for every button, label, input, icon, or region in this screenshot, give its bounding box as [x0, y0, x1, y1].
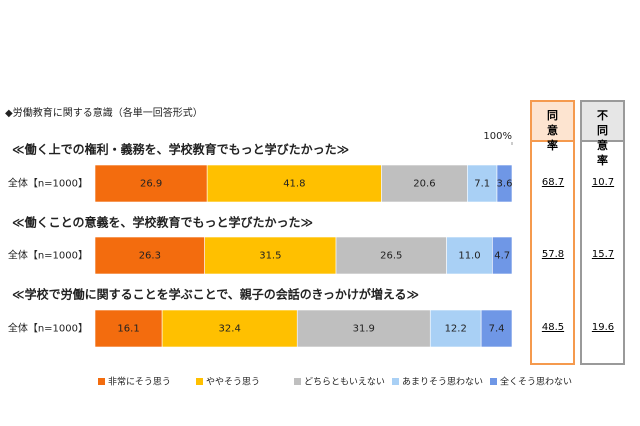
- value-label: 4.7: [494, 251, 510, 262]
- summary-value: 10.7: [591, 176, 615, 188]
- legend-swatch: [196, 378, 203, 385]
- value-label: 12.2: [445, 324, 467, 335]
- row-label: 全体【n=1000】: [8, 322, 88, 335]
- summary-header: 同意率: [530, 100, 575, 152]
- value-label: 31.9: [353, 324, 375, 335]
- value-label: 31.5: [259, 251, 281, 262]
- value-label: 3.6: [497, 179, 513, 190]
- summary-value: 48.5: [541, 321, 565, 333]
- summary-value: 57.8: [541, 248, 565, 260]
- row-label: 全体【n=1000】: [8, 177, 88, 190]
- legend-swatch: [490, 378, 497, 385]
- bar-segment: [467, 164, 498, 203]
- bar-segment: [496, 164, 513, 203]
- chart-title: ◆労働教育に関する意識（各単一回答形式）: [5, 106, 203, 119]
- summary-header: 不同意率: [580, 100, 625, 167]
- legend-swatch: [294, 378, 301, 385]
- bar-segment: [480, 309, 513, 348]
- bar-segment: [446, 236, 493, 275]
- value-label: 11.0: [458, 251, 480, 262]
- legend-label: 全くそう思わない: [500, 376, 572, 388]
- legend-swatch: [98, 378, 105, 385]
- bar-segment: [94, 309, 163, 348]
- x-tick-label: 100%: [483, 131, 512, 142]
- bar-segment: [204, 236, 337, 275]
- row-label: 全体【n=1000】: [8, 249, 88, 262]
- bar-segment: [381, 164, 468, 203]
- legend-label: あまりそう思わない: [402, 377, 483, 388]
- bar-segment: [94, 164, 208, 203]
- value-label: 26.3: [139, 251, 161, 262]
- value-label: 41.8: [283, 179, 305, 190]
- value-label: 26.5: [380, 251, 402, 262]
- value-label: 32.4: [219, 324, 241, 335]
- legend-label: 非常にそう思う: [108, 376, 171, 388]
- summary-value: 15.7: [591, 248, 615, 260]
- legend-label: どちらともいえない: [304, 377, 385, 388]
- value-label: 16.1: [117, 324, 139, 335]
- legend-label: ややそう思う: [206, 377, 260, 388]
- bar-segment: [335, 236, 447, 275]
- value-label: 20.6: [413, 179, 435, 190]
- bar-segment: [161, 309, 298, 348]
- legend-swatch: [392, 378, 399, 385]
- value-label: 7.4: [489, 324, 505, 335]
- bar-segment: [206, 164, 382, 203]
- summary-value: 19.6: [591, 321, 615, 333]
- value-label: 7.1: [474, 179, 490, 190]
- bar-segment: [492, 236, 513, 275]
- bar-segment: [296, 309, 431, 348]
- question-label: ≪働くことの意義を、学校教育でもっと学びたかった≫: [12, 215, 313, 230]
- question-label: ≪働く上での権利・義務を、学校教育でもっと学びたかった≫: [12, 142, 349, 157]
- summary-value: 68.7: [541, 176, 565, 188]
- bar-segment: [94, 236, 205, 275]
- question-label: ≪学校で労働に関することを学ぶことで、親子の会話のきっかけが増える≫: [12, 287, 419, 302]
- value-label: 26.9: [140, 179, 162, 190]
